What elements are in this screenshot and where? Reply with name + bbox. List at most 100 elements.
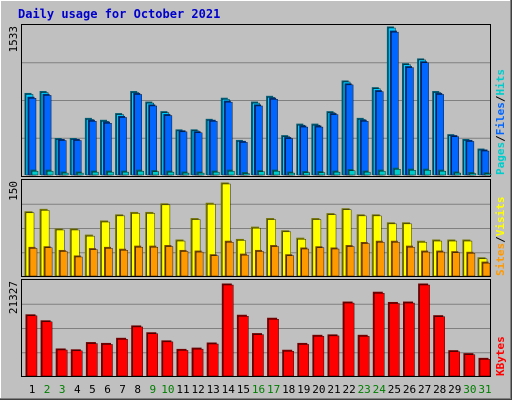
x-tick-label: 27 xyxy=(418,383,431,396)
bar-pages xyxy=(303,172,310,176)
bar-pages xyxy=(243,173,250,176)
bar-sites xyxy=(407,246,415,277)
bar-kbytes xyxy=(449,351,460,377)
bar-files xyxy=(209,121,218,176)
x-tick-label: 12 xyxy=(191,383,204,396)
bar-files xyxy=(285,138,293,176)
bar-pages xyxy=(46,170,54,176)
bar-files xyxy=(421,62,429,176)
bar-pages xyxy=(107,171,114,176)
bar-kbytes xyxy=(147,333,159,377)
middle-panel xyxy=(21,179,491,277)
bar-sites xyxy=(346,246,355,277)
bar-files xyxy=(28,98,37,176)
bar-kbytes xyxy=(298,344,309,377)
x-tick-label: 31 xyxy=(478,383,491,396)
legend-files: Files xyxy=(494,102,507,135)
legend-pages: Pages xyxy=(494,142,507,175)
bar-kbytes xyxy=(374,293,385,377)
x-tick-label: 21 xyxy=(327,383,340,396)
bar-pages xyxy=(273,170,280,176)
bar-pages xyxy=(152,171,160,176)
bar-kbytes xyxy=(479,359,491,377)
bar-sites xyxy=(29,248,38,277)
bar-files xyxy=(255,105,263,176)
x-tick-label: 18 xyxy=(282,383,295,396)
bar-pages xyxy=(92,171,99,176)
bar-kbytes xyxy=(464,354,476,377)
bar-sites xyxy=(377,242,385,277)
legend-sites: Sites xyxy=(494,243,507,276)
bar-sites xyxy=(150,246,159,277)
bar-files xyxy=(436,94,444,176)
bar-sites xyxy=(210,255,219,277)
bar-pages xyxy=(182,172,190,176)
bar-sites xyxy=(60,251,68,277)
x-tick-label: 29 xyxy=(448,383,461,396)
bar-kbytes xyxy=(359,336,370,377)
bar-files xyxy=(330,114,339,176)
bar-sites xyxy=(180,251,189,277)
bar-sites xyxy=(331,248,340,277)
x-tick-label: 13 xyxy=(207,383,220,396)
middle-y-max-label: 150 xyxy=(7,181,20,201)
bar-files xyxy=(376,91,384,176)
bar-kbytes xyxy=(41,321,53,377)
bar-kbytes xyxy=(238,316,249,377)
bar-files xyxy=(361,121,369,176)
legend-slash: / xyxy=(494,236,507,243)
middle-right-legend: Sites/Visits xyxy=(494,197,507,277)
bar-sites xyxy=(135,246,143,277)
bar-pages xyxy=(318,172,326,176)
bar-sites xyxy=(422,251,430,277)
bar-pages xyxy=(258,171,265,176)
top-panel xyxy=(21,24,491,177)
bar-pages xyxy=(394,169,401,176)
bar-sites xyxy=(226,242,234,277)
bar-kbytes xyxy=(132,326,143,377)
bar-files xyxy=(119,117,127,176)
bar-sites xyxy=(120,250,128,277)
x-tick-label: 19 xyxy=(297,383,310,396)
x-tick-label: 15 xyxy=(237,383,250,396)
bar-kbytes xyxy=(389,303,400,377)
bar-pages xyxy=(77,172,84,176)
bar-files xyxy=(225,101,233,176)
bar-sites xyxy=(165,246,174,277)
bar-kbytes xyxy=(102,344,113,377)
x-tick-label: 17 xyxy=(267,383,280,396)
bar-files xyxy=(270,99,278,176)
x-axis-labels: 1 2 3 4 5 6 7 8 9 10 11 12 13 14 15 16 17 18 19 20 21 22 23 24 2… xyxy=(29,383,492,396)
bar-sites xyxy=(195,251,204,277)
x-tick-label: 20 xyxy=(312,383,325,396)
bar-files xyxy=(300,126,308,176)
bar-sites xyxy=(452,252,460,277)
x-tick-label: 14 xyxy=(222,383,236,396)
bar-files xyxy=(59,140,67,176)
x-tick-label: 30 xyxy=(463,383,476,396)
bar-kbytes xyxy=(223,284,234,377)
bar-kbytes xyxy=(253,334,264,377)
bar-pages xyxy=(197,172,205,176)
bar-files xyxy=(149,105,158,176)
bar-files xyxy=(43,95,52,176)
bar-files xyxy=(466,141,475,176)
x-tick-label: 1 xyxy=(29,383,36,396)
bar-kbytes xyxy=(434,316,445,377)
bar-pages xyxy=(333,171,341,176)
bar-pages xyxy=(212,171,220,176)
bar-files xyxy=(240,142,248,176)
bar-files xyxy=(406,67,414,176)
bars-layer xyxy=(24,26,492,377)
bar-pages xyxy=(439,170,446,176)
bar-kbytes xyxy=(419,284,430,377)
bar-sites xyxy=(362,243,370,277)
bar-files xyxy=(104,123,112,176)
x-tick-label: 28 xyxy=(433,383,446,396)
bar-pages xyxy=(122,171,129,176)
bar-pages xyxy=(379,170,386,176)
bar-pages xyxy=(348,170,356,176)
legend-visits: Visits xyxy=(494,197,507,237)
bar-sites xyxy=(44,247,53,277)
bar-pages xyxy=(469,173,477,176)
